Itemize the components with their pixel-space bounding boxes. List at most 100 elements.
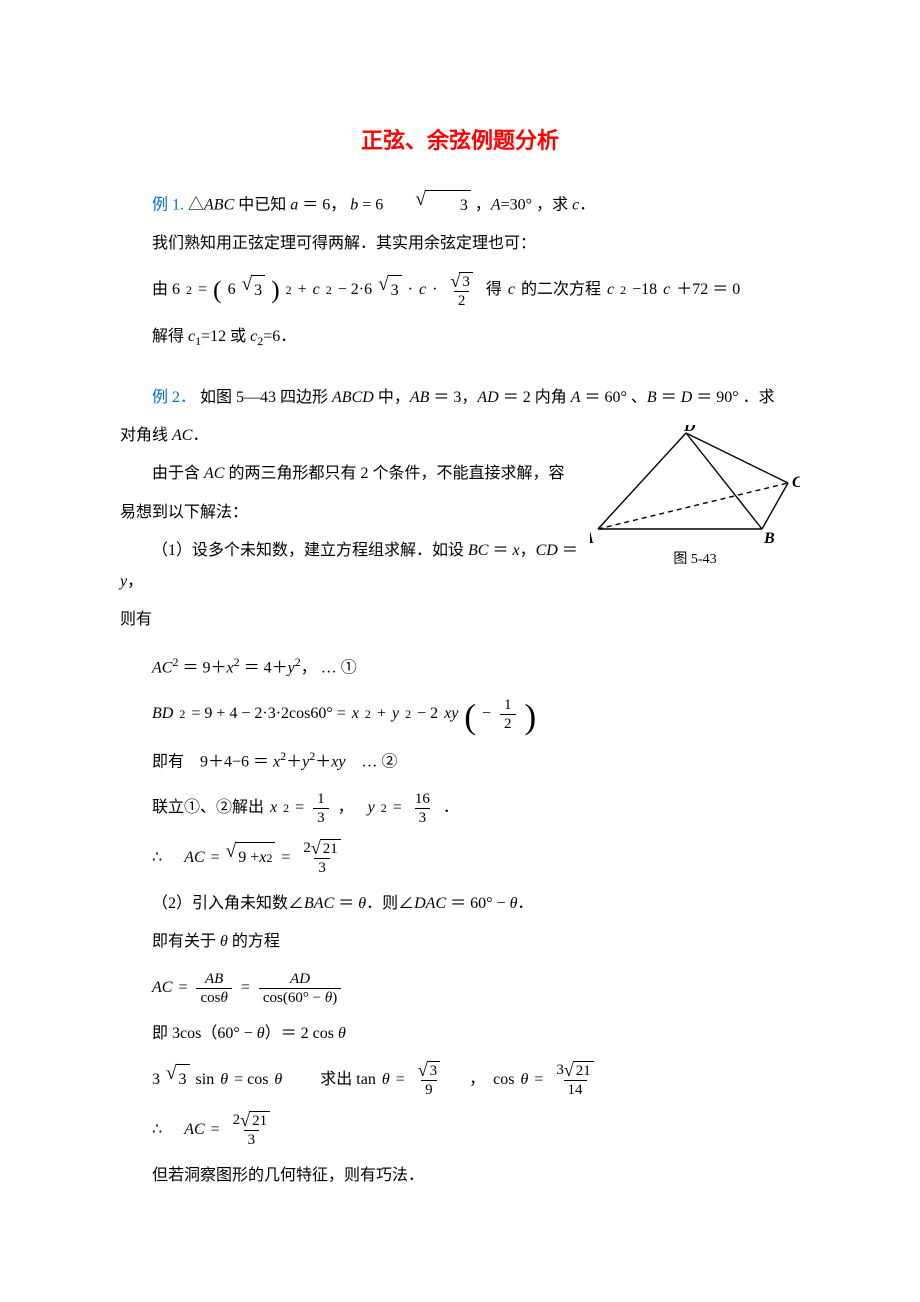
t: ＝ 9＋ — [178, 660, 226, 677]
t: 的方程 — [228, 933, 280, 950]
t: 的两三角形都只有 2 个条件，不能直接求解，容 — [224, 465, 564, 482]
t: ， — [471, 196, 491, 213]
t: AD — [477, 389, 498, 406]
t: ABC — [204, 196, 234, 213]
ex2-line8: 即 3cos（60° − θ）＝ 2 cos θ — [152, 1019, 800, 1049]
t: （2）引入角未知数∠ — [152, 895, 304, 912]
t: ABCD — [332, 389, 374, 406]
sqrt: √3 — [383, 190, 471, 221]
t: θ — [220, 1065, 228, 1095]
t: AB — [410, 389, 430, 406]
t: ＝ 90° ．求 — [692, 389, 774, 406]
ex2-eqC: ∴ AC = √9 + x2 = 2√21 3 — [152, 839, 800, 877]
t: △ — [188, 196, 204, 213]
t: =12 或 — [201, 328, 250, 345]
frac: 12 — [500, 696, 516, 733]
t: x — [512, 542, 519, 559]
svg-text:B: B — [763, 530, 775, 545]
ex2-line6: （2）引入角未知数∠BAC ＝ θ．则∠DAC ＝ 60° − θ． — [152, 889, 800, 919]
t: D — [681, 389, 693, 406]
t: = — [396, 1065, 405, 1095]
t: 的二次方程 — [521, 275, 601, 305]
t: BC — [468, 542, 488, 559]
t: 2 — [365, 703, 371, 726]
t: ＝ — [558, 542, 578, 559]
t: θ — [358, 895, 366, 912]
t: θ — [220, 933, 228, 950]
frac: 2√21 3 — [299, 839, 344, 877]
t: 2 — [186, 279, 192, 302]
ex1-line3: 解得 c1=12 或 c2=6． — [120, 322, 800, 353]
t: ． — [443, 793, 459, 823]
t: 得 — [486, 275, 502, 305]
frac: 3√2114 — [552, 1061, 597, 1099]
t: 2 — [326, 279, 332, 302]
t: =30° ，求 — [501, 196, 572, 213]
ex2-eqB: BD2 = 9 + 4 − 2·3·2cos60° = x2 + y2 − 2x… — [152, 696, 800, 733]
ex1-line1: 例 1. △ABC 中已知 a ＝ 6， b = 6√3 ，A=30° ，求 c… — [120, 190, 800, 221]
t: （1）设多个未知数，建立方程组求解．如设 — [152, 542, 468, 559]
t: ．则∠ — [366, 895, 414, 912]
t: y — [288, 660, 295, 677]
frac: ABcosθ — [196, 970, 231, 1007]
t: ． — [517, 895, 533, 912]
t: ． — [579, 196, 595, 213]
t: DAC — [414, 895, 446, 912]
ex1-eq1: 由 62 = (6√3)2 + c2 − 2·6√3·c· √32 得 c 的二… — [152, 272, 800, 310]
frac: √39 — [414, 1061, 444, 1099]
t: ＝ — [334, 895, 358, 912]
t: ， — [127, 573, 143, 590]
t: ＝ 4＋ — [240, 660, 288, 677]
t: 如图 5—43 四边形 — [196, 389, 332, 406]
ex1-line2: 我们熟知用正弦定理可得两解．其实用余弦定理也可： — [120, 229, 800, 259]
t: 2 — [286, 279, 292, 302]
t: = — [295, 793, 304, 823]
t: 2 — [381, 797, 387, 820]
t: ∴ — [152, 1115, 178, 1145]
t: 2 — [283, 797, 289, 820]
sqrt: √3 — [378, 275, 402, 306]
ex2-eqE: 3√3 sinθ = cosθ 求出 tanθ = √39 ， cosθ = 3… — [152, 1061, 800, 1099]
t: CD — [536, 542, 558, 559]
t: 由 6 — [152, 275, 180, 305]
frac: 163 — [411, 790, 434, 827]
t: ＝ 2 内角 — [499, 389, 571, 406]
t: 中已知 — [234, 196, 290, 213]
t: + — [377, 699, 386, 729]
ex2-line1: 例 2． 如图 5—43 四边形 ABCD 中，AB ＝ 3，AD ＝ 2 内角… — [120, 383, 800, 413]
t: B — [647, 389, 657, 406]
t: AC — [184, 843, 204, 873]
t: … ② — [345, 753, 397, 770]
t: θ — [257, 1025, 265, 1042]
t: ＋ — [315, 753, 331, 770]
t: y — [392, 699, 399, 729]
frac: 13 — [313, 790, 329, 827]
t: y — [368, 793, 375, 823]
t: c — [313, 275, 320, 305]
t: = — [393, 793, 402, 823]
t: 2 — [179, 703, 185, 726]
t: + — [298, 275, 307, 305]
t: A — [491, 196, 501, 213]
t: AC — [152, 660, 172, 677]
ex2-eqF: ∴ AC = 2√213 — [152, 1111, 800, 1149]
t: ＝ 6， — [298, 196, 346, 213]
t: = 6 — [358, 196, 383, 213]
diagram-svg: ABCD — [590, 425, 800, 545]
frac: ADcos(60° − θ) — [259, 970, 341, 1007]
t: c — [663, 275, 670, 305]
t: θ — [338, 1025, 346, 1042]
t: = — [198, 275, 207, 305]
t: 2 — [620, 279, 626, 302]
t: x — [352, 699, 359, 729]
t: 即有关于 — [152, 933, 220, 950]
ex2-line5: 联立①、②解出 x2 = 13， y2 = 163． — [152, 790, 800, 827]
t: 2 — [405, 703, 411, 726]
t: θ — [382, 1065, 390, 1095]
t: ， — [520, 542, 536, 559]
t: xy — [331, 753, 345, 770]
t: c — [419, 275, 426, 305]
t: = cos — [234, 1065, 268, 1095]
t: ＝ — [488, 542, 512, 559]
t: ＝ 60° 、 — [581, 389, 647, 406]
